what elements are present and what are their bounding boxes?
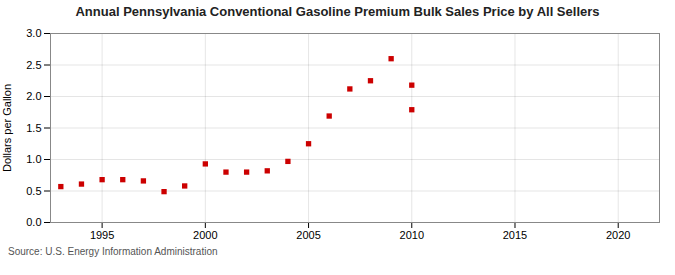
svg-text:2020: 2020 (606, 229, 630, 241)
svg-text:2000: 2000 (193, 229, 217, 241)
html-text:Annual Pennsylvania Convention: Annual Pennsylvania Conventional Gasolin… (75, 4, 600, 19)
svg-text:0.5: 0.5 (26, 185, 41, 197)
svg-text:1.5: 1.5 (26, 122, 41, 134)
html-text:Source: U.S. Energy Informatio: Source: U.S. Energy Information Administ… (8, 246, 218, 257)
svg-text:0.0: 0.0 (26, 216, 41, 228)
svg-text:2015: 2015 (503, 229, 527, 241)
svg-text:1.0: 1.0 (26, 153, 41, 165)
svg-text:3.0: 3.0 (26, 27, 41, 39)
svg-text:2.5: 2.5 (26, 59, 41, 71)
svg-text:1995: 1995 (90, 229, 114, 241)
svg-text:2010: 2010 (400, 229, 424, 241)
svg-text:2.0: 2.0 (26, 90, 41, 102)
svg-text:Dollars per Gallon: Dollars per Gallon (1, 84, 13, 172)
svg-text:2005: 2005 (296, 229, 320, 241)
